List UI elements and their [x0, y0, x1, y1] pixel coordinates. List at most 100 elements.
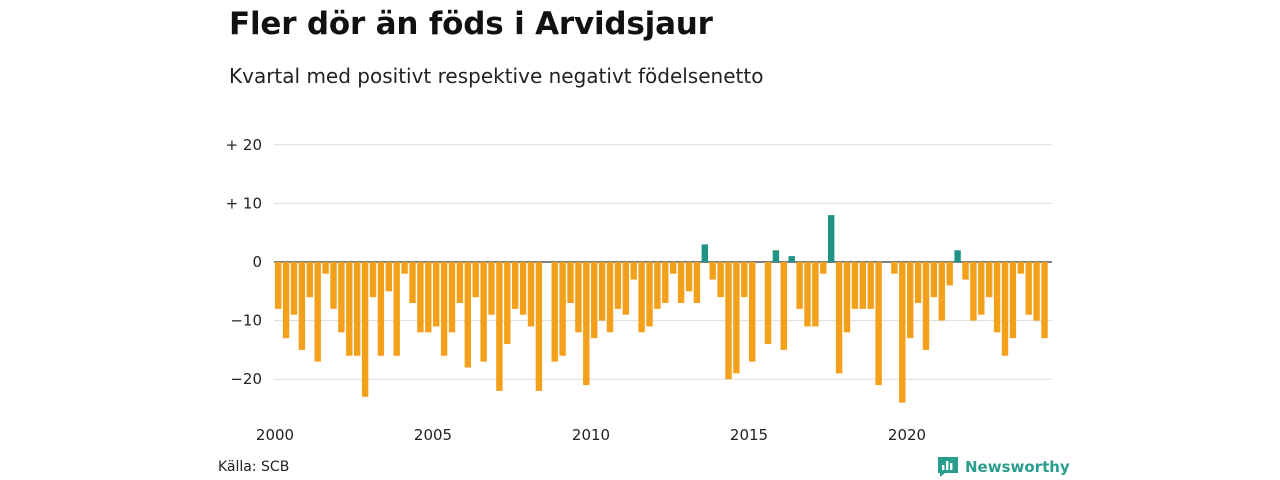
y-tick-label: −10: [230, 312, 262, 330]
bar: [464, 262, 471, 368]
bar: [354, 262, 361, 356]
bar: [480, 262, 487, 362]
x-tick-label: 2020: [888, 426, 926, 444]
bar: [685, 262, 693, 292]
bar: [670, 262, 677, 274]
bar: [425, 262, 432, 333]
bar: [559, 262, 566, 356]
chart-title: Fler dör än föds i Arvidsjaur: [229, 6, 713, 42]
bar: [970, 262, 977, 321]
bar: [496, 262, 503, 391]
bar: [835, 262, 843, 374]
bar: [867, 262, 874, 309]
bar: [377, 262, 385, 356]
bar: [851, 262, 859, 309]
newsworthy-logo-icon: [938, 457, 958, 477]
bar: [962, 262, 969, 280]
bar: [733, 262, 740, 374]
bars: [275, 215, 1048, 403]
bar: [693, 262, 701, 304]
source-note: Källa: SCB: [218, 459, 290, 475]
bar: [946, 262, 953, 286]
bar: [741, 262, 748, 298]
bar: [772, 250, 780, 262]
bar: [433, 262, 440, 327]
bar: [472, 262, 479, 298]
bar: [346, 262, 353, 356]
bar: [638, 262, 645, 333]
bar: [938, 262, 945, 321]
bar: [535, 262, 543, 391]
bar: [812, 262, 819, 327]
bar: [393, 262, 400, 356]
bar: [298, 262, 306, 350]
newsworthy-logo: Newsworthy: [937, 456, 1070, 478]
y-tick-label: 0: [252, 253, 262, 271]
bar: [606, 262, 614, 333]
y-tick-label: + 20: [226, 136, 262, 154]
x-tick-label: 2015: [730, 426, 768, 444]
bar: [306, 262, 313, 298]
bar: [646, 262, 653, 327]
bar: [488, 262, 495, 315]
bar: [369, 262, 377, 298]
bar: [330, 262, 337, 309]
bar: [780, 262, 787, 350]
bar: [828, 215, 835, 262]
bar: [899, 262, 906, 403]
chart-subtitle: Kvartal med positivt respektive negativt…: [229, 64, 764, 88]
bar: [788, 256, 795, 262]
bar: [993, 262, 1001, 333]
bar: [914, 262, 922, 304]
bar: [551, 262, 558, 362]
bar: [820, 262, 827, 274]
bar: [314, 262, 321, 362]
bar: [282, 262, 290, 339]
bar: [930, 262, 938, 298]
x-tick-label: 2000: [256, 426, 294, 444]
y-tick-label: + 10: [226, 194, 262, 212]
bar: [401, 262, 408, 274]
bar: [843, 262, 851, 333]
bar: [527, 262, 535, 327]
bar: [322, 262, 329, 274]
bar: [630, 262, 637, 280]
bar: [1025, 262, 1032, 315]
bar: [907, 262, 914, 339]
bar: [954, 250, 961, 262]
x-axis-ticks: 2000 2005 2010 2015 2020: [256, 426, 926, 444]
bar: [456, 262, 464, 304]
bar: [504, 262, 511, 345]
bar: [709, 262, 716, 280]
bar: [1009, 262, 1017, 339]
bar: [575, 262, 582, 333]
bar: [725, 262, 732, 380]
bar: [764, 262, 772, 345]
bar: [622, 262, 629, 315]
bar: [859, 262, 866, 309]
bar: [677, 262, 685, 304]
bar: [922, 262, 930, 350]
bar: [598, 262, 606, 321]
bar: [1033, 262, 1040, 321]
bar: [749, 262, 756, 362]
bar: [519, 262, 527, 315]
bar: [440, 262, 448, 356]
bar: [591, 262, 598, 339]
y-tick-label: −20: [230, 370, 262, 388]
bar: [717, 262, 724, 298]
bar: [361, 262, 369, 397]
bar: [614, 262, 622, 309]
bar: [875, 262, 882, 386]
bar: [701, 244, 708, 262]
bar: [290, 262, 298, 315]
bar: [385, 262, 392, 292]
bar: [1041, 262, 1048, 339]
bar: [409, 262, 416, 304]
bar: [891, 262, 898, 274]
x-tick-label: 2010: [572, 426, 610, 444]
bar: [654, 262, 661, 309]
bar: [804, 262, 811, 327]
bar: [796, 262, 803, 309]
